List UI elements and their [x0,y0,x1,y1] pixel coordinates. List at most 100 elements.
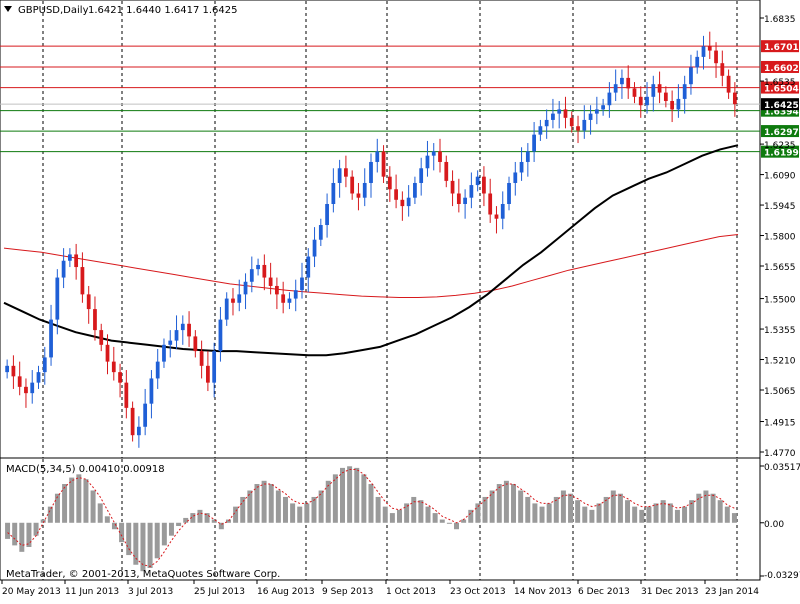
macd-bar [54,493,60,523]
candle-body [42,357,47,373]
macd-bar [47,506,53,523]
candle-body [243,281,248,295]
macd-bar [617,493,623,523]
candle-body [369,161,373,183]
candle-body [256,264,260,270]
macd-bar [311,496,317,523]
candle-body [538,126,543,135]
macd-bar [304,503,310,523]
candle-body [281,294,286,303]
candle-body [199,351,204,366]
macd-bar [432,513,438,523]
candle-body [638,96,643,106]
candle-body [331,182,336,204]
candle-body [576,126,580,131]
candlesticks [5,31,737,448]
dropdown-triangle-icon[interactable] [4,6,12,12]
macd-bar [233,506,239,523]
candle-body [613,84,618,93]
price-tick-label: 1.6835 [764,15,796,25]
candle-body [394,189,398,200]
macd-bar [340,467,345,523]
candle-body [419,168,424,183]
level-label: 1.6701 [764,43,799,53]
macd-bar [503,480,509,523]
macd-bar [532,503,538,523]
macd-bar [518,490,524,523]
candle-body [450,180,455,194]
candle-body [438,151,442,162]
macd-bar [475,503,481,523]
macd-tick-label: -0.03297 [764,571,800,581]
candle-body [325,204,329,226]
macd-histogram [5,466,737,572]
candle-body [262,264,267,278]
time-tick-label: 23 Oct 2013 [450,587,506,597]
macd-bar [546,503,552,523]
macd-bar [454,522,460,530]
macd-bar [461,519,467,523]
candle-body [350,176,355,194]
macd-bar [582,506,588,523]
macd-bar [318,490,324,523]
macd-bar [297,506,303,523]
candle-body [682,84,687,99]
candle-body [387,176,392,190]
macd-bar [682,506,688,523]
current-price-label: 1.6425 [764,101,799,111]
macd-bar [731,513,737,523]
level-label: 1.6297 [764,128,799,138]
macd-tick-label: 0.03517 [764,463,800,473]
candle-body [525,151,530,162]
candle-body [588,113,593,120]
level-label-bg [761,40,799,53]
price-tick-label: 1.5065 [764,387,796,397]
time-tick-label: 6 Dec 2013 [578,587,630,597]
macd-axis: 0.03517 0.00 -0.03297 [760,463,800,581]
macd-bar [660,500,666,523]
candle-body [155,361,160,379]
macd-tick-label: 0.00 [764,520,784,530]
macd-bar [717,500,723,523]
candle-body [507,182,511,204]
macd-bar [539,506,545,523]
macd-bar [12,522,18,546]
macd-bar [375,496,381,523]
candle-body [375,151,380,162]
candle-body [381,151,386,177]
candle-body [544,119,549,127]
sma-red-line [3,234,739,298]
candle-body [193,336,198,352]
candle-body [218,319,223,352]
time-tick-label: 11 Jun 2013 [65,587,119,597]
candle-body [513,172,518,183]
macd-bar [268,484,274,523]
macd-bar [247,490,253,523]
copyright-text: MetaTrader, © 2001-2013, MetaQuotes Soft… [6,569,280,580]
macd-bar [218,522,224,530]
macd-bar [26,522,32,547]
time-tick-label: 3 Jul 2013 [128,587,173,597]
macd-bar [282,496,288,523]
macd-signal-path [7,469,735,567]
candle-body [5,365,10,373]
macd-bar [653,503,659,523]
candle-body [231,298,235,303]
macd-bar [168,522,174,536]
candle-body [162,344,166,362]
candle-body [444,161,449,181]
macd-bar [197,509,203,523]
macd-bar [33,522,39,536]
candle-body [187,323,191,337]
macd-bar [332,474,338,523]
candle-body [143,403,148,427]
macd-bar [190,513,196,523]
candle-body [456,193,461,204]
candle-body [695,56,700,68]
candle-body [645,96,649,106]
candle-body [80,267,85,295]
time-axis: 20 May 2013 11 Jun 2013 3 Jul 2013 25 Jul 2… [1,580,759,597]
candle-body [425,155,430,169]
